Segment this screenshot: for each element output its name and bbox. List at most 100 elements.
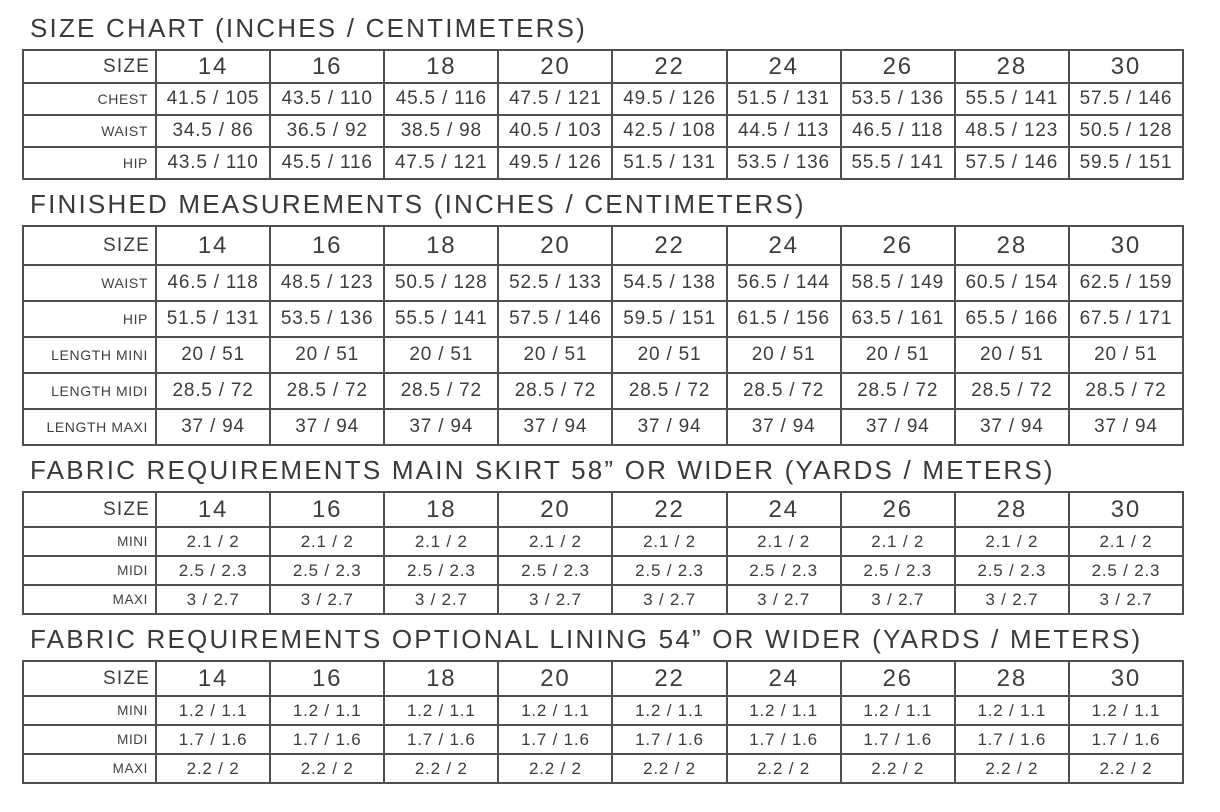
table-row: HIP 51.5 / 131 53.5 / 136 55.5 / 141 57.5 / … — [22, 300, 1185, 338]
size-header-row: SIZE 14 16 18 20 22 24 26 28 30 — [22, 660, 1185, 697]
value-cell: 51.5 / 131 — [725, 82, 842, 116]
value-cell: 51.5 / 131 — [611, 146, 728, 180]
value-cell: 2.1 / 2 — [269, 526, 386, 557]
value-cell: 28.5 / 72 — [269, 372, 386, 410]
table-row: MINI 1.2 / 1.1 1.2 / 1.1 1.2 / 1.1 1.2 / 1.1… — [22, 695, 1185, 726]
size-column-header: 24 — [725, 660, 842, 697]
size-column-header: 26 — [839, 660, 956, 697]
value-cell: 2.1 / 2 — [383, 526, 500, 557]
value-cell: 20 / 51 — [611, 336, 728, 374]
row-label: LENGTH MAXI — [22, 408, 157, 446]
value-cell: 28.5 / 72 — [839, 372, 956, 410]
value-cell: 20 / 51 — [154, 336, 272, 374]
row-label: MINI — [22, 526, 157, 557]
value-cell: 28.5 / 72 — [953, 372, 1070, 410]
value-cell: 49.5 / 126 — [497, 146, 614, 180]
size-column-header: 28 — [953, 660, 1070, 697]
value-cell: 28.5 / 72 — [611, 372, 728, 410]
value-cell: 3 / 2.7 — [269, 584, 386, 615]
value-cell: 1.2 / 1.1 — [953, 695, 1070, 726]
value-cell: 60.5 / 154 — [953, 264, 1070, 302]
size-column-header: 22 — [611, 49, 728, 84]
value-cell: 1.7 / 1.6 — [269, 724, 386, 755]
value-cell: 2.5 / 2.3 — [611, 555, 728, 586]
size-chart-table: SIZE 14 16 18 20 22 24 26 28 30 CHEST 41.5 / 105 43.… — [22, 49, 1185, 180]
value-cell: 2.2 / 2 — [953, 753, 1070, 784]
value-cell: 2.2 / 2 — [154, 753, 272, 784]
value-cell: 53.5 / 136 — [725, 146, 842, 180]
value-cell: 1.2 / 1.1 — [1067, 695, 1185, 726]
size-column-header: 22 — [611, 491, 728, 528]
value-cell: 2.2 / 2 — [383, 753, 500, 784]
value-cell: 3 / 2.7 — [611, 584, 728, 615]
value-cell: 3 / 2.7 — [725, 584, 842, 615]
value-cell: 1.7 / 1.6 — [154, 724, 272, 755]
value-cell: 2.1 / 2 — [839, 526, 956, 557]
value-cell: 1.2 / 1.1 — [611, 695, 728, 726]
value-cell: 42.5 / 108 — [611, 114, 728, 148]
value-cell: 2.2 / 2 — [611, 753, 728, 784]
value-cell: 2.1 / 2 — [497, 526, 614, 557]
value-cell: 1.2 / 1.1 — [383, 695, 500, 726]
value-cell: 45.5 / 116 — [269, 146, 386, 180]
row-label: MIDI — [22, 724, 157, 755]
size-column-header: 30 — [1067, 49, 1185, 84]
value-cell: 59.5 / 151 — [1067, 146, 1185, 180]
value-cell: 1.7 / 1.6 — [839, 724, 956, 755]
row-label: WAIST — [22, 264, 157, 302]
value-cell: 28.5 / 72 — [497, 372, 614, 410]
value-cell: 2.1 / 2 — [725, 526, 842, 557]
value-cell: 53.5 / 136 — [839, 82, 956, 116]
value-cell: 2.1 / 2 — [953, 526, 1070, 557]
size-column-header: 30 — [1067, 491, 1185, 528]
row-label: HIP — [22, 300, 157, 338]
value-cell: 45.5 / 116 — [383, 82, 500, 116]
value-cell: 58.5 / 149 — [839, 264, 956, 302]
table-row: MIDI 1.7 / 1.6 1.7 / 1.6 1.7 / 1.6 1.7 / 1.6… — [22, 724, 1185, 755]
size-column-header: 26 — [839, 225, 956, 266]
row-label: WAIST — [22, 114, 157, 148]
size-column-header: 18 — [383, 660, 500, 697]
size-column-header: 18 — [383, 49, 500, 84]
value-cell: 47.5 / 121 — [497, 82, 614, 116]
value-cell: 37 / 94 — [497, 408, 614, 446]
value-cell: 2.2 / 2 — [269, 753, 386, 784]
size-column-header: 22 — [611, 660, 728, 697]
value-cell: 46.5 / 118 — [839, 114, 956, 148]
table-row: LENGTH MAXI 37 / 94 37 / 94 37 / 94 37 / 94 3… — [22, 408, 1185, 446]
size-column-header: 14 — [154, 660, 272, 697]
value-cell: 37 / 94 — [725, 408, 842, 446]
value-cell: 1.2 / 1.1 — [154, 695, 272, 726]
value-cell: 3 / 2.7 — [839, 584, 956, 615]
value-cell: 2.1 / 2 — [611, 526, 728, 557]
size-chart-page: SIZE CHART (INCHES / CENTIMETERS) SIZE 14… — [22, 13, 1185, 784]
value-cell: 38.5 / 98 — [383, 114, 500, 148]
value-cell: 65.5 / 166 — [953, 300, 1070, 338]
value-cell: 37 / 94 — [953, 408, 1070, 446]
value-cell: 1.7 / 1.6 — [497, 724, 614, 755]
value-cell: 59.5 / 151 — [611, 300, 728, 338]
size-column-header: 16 — [269, 660, 386, 697]
value-cell: 36.5 / 92 — [269, 114, 386, 148]
value-cell: 50.5 / 128 — [383, 264, 500, 302]
size-header-row: SIZE 14 16 18 20 22 24 26 28 30 — [22, 491, 1185, 528]
size-column-header: 26 — [839, 491, 956, 528]
value-cell: 1.2 / 1.1 — [269, 695, 386, 726]
value-cell: 1.7 / 1.6 — [383, 724, 500, 755]
size-corner-label: SIZE — [22, 491, 157, 528]
value-cell: 41.5 / 105 — [154, 82, 272, 116]
value-cell: 62.5 / 159 — [1067, 264, 1185, 302]
value-cell: 2.5 / 2.3 — [383, 555, 500, 586]
value-cell: 47.5 / 121 — [383, 146, 500, 180]
size-column-header: 14 — [154, 49, 272, 84]
value-cell: 1.7 / 1.6 — [611, 724, 728, 755]
value-cell: 20 / 51 — [497, 336, 614, 374]
value-cell: 57.5 / 146 — [497, 300, 614, 338]
size-column-header: 16 — [269, 491, 386, 528]
value-cell: 3 / 2.7 — [497, 584, 614, 615]
value-cell: 34.5 / 86 — [154, 114, 272, 148]
value-cell: 2.2 / 2 — [839, 753, 956, 784]
value-cell: 46.5 / 118 — [154, 264, 272, 302]
table-row: WAIST 34.5 / 86 36.5 / 92 38.5 / 98 40.5 / 1… — [22, 114, 1185, 148]
value-cell: 28.5 / 72 — [725, 372, 842, 410]
